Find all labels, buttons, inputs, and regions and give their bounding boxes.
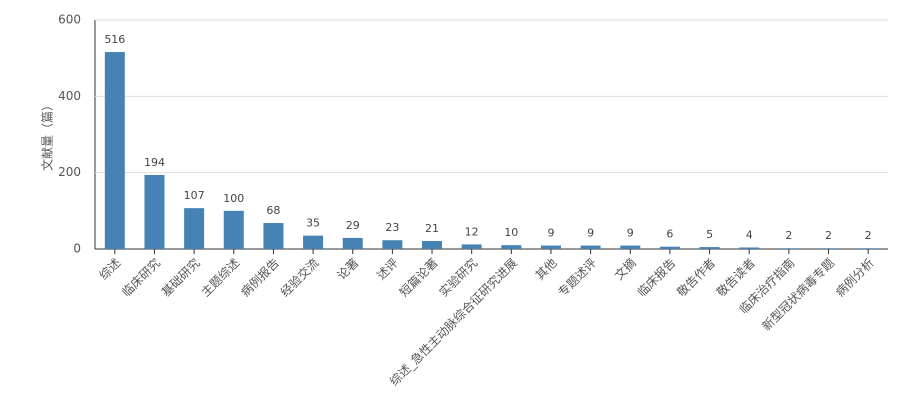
bar	[303, 235, 324, 249]
x-tick-label: 病例分析	[832, 255, 877, 300]
bar	[501, 245, 522, 249]
bar	[659, 246, 680, 249]
value-label: 9	[587, 227, 594, 240]
y-axis-title: 文献量（篇）	[40, 99, 55, 171]
bar	[818, 248, 839, 249]
value-label: 2	[865, 229, 872, 242]
bar	[580, 245, 601, 249]
x-tick-label: 经验交流	[277, 255, 322, 300]
x-tick-label: 基础研究	[158, 255, 203, 300]
x-tick-label: 敬告作者	[674, 256, 718, 300]
value-label: 516	[104, 33, 125, 46]
x-tick-label: 新型冠状病毒专题	[759, 255, 837, 333]
bar	[382, 240, 403, 249]
value-label: 107	[184, 189, 205, 202]
x-tick-label: 病例报告	[237, 255, 282, 300]
value-label: 35	[306, 217, 320, 230]
x-tick-label: 述评	[374, 256, 401, 283]
x-tick-label: 短篇论著	[396, 255, 441, 300]
bar	[223, 210, 244, 249]
value-label: 2	[785, 229, 792, 242]
value-label: 12	[465, 225, 479, 238]
bar	[778, 248, 799, 249]
value-label: 194	[144, 156, 165, 169]
bar	[858, 248, 879, 249]
value-label: 5	[706, 228, 713, 241]
value-label: 2	[825, 229, 832, 242]
y-tick-label: 400	[58, 89, 81, 103]
value-label: 10	[504, 226, 518, 239]
x-tick-label: 综述	[97, 256, 124, 283]
x-tick-label: 临床研究	[119, 255, 164, 300]
value-label: 4	[746, 228, 753, 241]
bar	[540, 245, 561, 249]
x-tick-label: 论著	[334, 256, 361, 283]
x-tick-label: 文摘	[611, 255, 639, 283]
bar	[104, 52, 125, 250]
bar	[739, 247, 760, 249]
y-tick-label: 200	[58, 165, 81, 179]
bar	[263, 223, 284, 249]
x-tick-label: 主题综述	[199, 256, 243, 300]
x-tick-label: 临床报告	[634, 255, 679, 300]
bar	[620, 245, 641, 249]
value-label: 6	[666, 228, 673, 241]
value-label: 21	[425, 222, 439, 235]
value-label: 23	[385, 221, 399, 234]
y-tick-label: 0	[73, 242, 81, 256]
y-tick-label: 600	[58, 13, 81, 27]
bar	[422, 240, 443, 249]
bar	[699, 247, 720, 249]
x-tick-label: 专题述评	[555, 255, 600, 300]
bar	[144, 174, 165, 249]
value-label: 9	[547, 227, 554, 240]
value-label: 29	[346, 219, 360, 232]
bar	[342, 237, 363, 249]
value-label: 100	[223, 192, 244, 205]
value-label: 68	[266, 204, 280, 217]
bar	[184, 208, 205, 249]
bar	[461, 244, 482, 249]
value-label: 9	[627, 227, 634, 240]
x-tick-label: 其他	[533, 256, 560, 283]
